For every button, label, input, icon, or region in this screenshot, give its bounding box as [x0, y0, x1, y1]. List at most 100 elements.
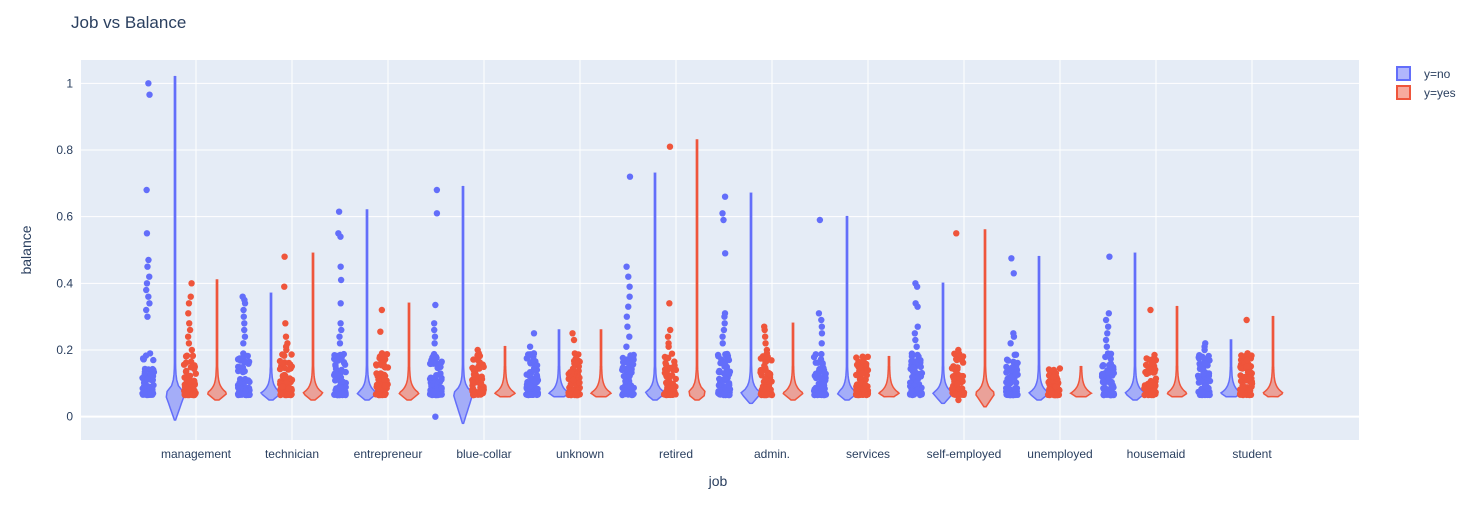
data-point	[821, 380, 827, 386]
data-point	[527, 392, 533, 398]
data-point	[469, 365, 475, 371]
outlier-point	[667, 327, 673, 333]
data-point	[952, 392, 958, 398]
x-tick-label: self-employed	[927, 447, 1002, 461]
data-point	[763, 392, 769, 398]
data-point	[431, 388, 437, 394]
chart-title: Job vs Balance	[71, 13, 186, 32]
data-point	[438, 376, 444, 382]
outlier-point	[954, 357, 960, 363]
points-yes	[1045, 365, 1063, 398]
outlier-point	[188, 280, 194, 286]
outlier-point	[1103, 337, 1109, 343]
data-point	[181, 362, 187, 368]
data-point	[1053, 384, 1059, 390]
outlier-point	[283, 347, 289, 353]
outlier-point	[431, 320, 437, 326]
data-point	[1202, 383, 1208, 389]
data-point	[376, 391, 382, 397]
x-tick-label: admin.	[754, 447, 790, 461]
outlier-point	[144, 230, 150, 236]
data-point	[191, 378, 197, 384]
data-point	[1099, 372, 1105, 378]
outlier-point	[818, 317, 824, 323]
outlier-point	[1105, 324, 1111, 330]
outlier-point	[1244, 357, 1250, 363]
outlier-point	[337, 234, 343, 240]
data-point	[1151, 389, 1157, 395]
outlier-point	[336, 209, 342, 215]
data-point	[954, 381, 960, 387]
outlier-point	[623, 344, 629, 350]
data-point	[279, 384, 285, 390]
outlier-point	[913, 344, 919, 350]
outlier-point	[1149, 360, 1155, 366]
data-point	[142, 369, 148, 375]
data-point	[241, 391, 247, 397]
outlier-point	[337, 340, 343, 346]
data-point	[1014, 360, 1020, 366]
data-point	[438, 386, 444, 392]
outlier-point	[143, 287, 149, 293]
outlier-point	[1008, 255, 1014, 261]
data-point	[242, 358, 248, 364]
data-point	[277, 392, 283, 398]
outlier-point	[762, 334, 768, 340]
outlier-point	[955, 397, 961, 403]
data-point	[1005, 391, 1011, 397]
outlier-point	[379, 307, 385, 313]
data-point	[147, 350, 153, 356]
outlier-point	[721, 314, 727, 320]
data-point	[284, 391, 290, 397]
data-point	[141, 356, 147, 362]
data-point	[1249, 380, 1255, 386]
data-point	[1200, 370, 1206, 376]
data-point	[1206, 353, 1212, 359]
outlier-point	[531, 330, 537, 336]
data-point	[620, 364, 626, 370]
data-point	[285, 366, 291, 372]
outlier-point	[531, 350, 537, 356]
outlier-point	[241, 314, 247, 320]
outlier-point	[337, 320, 343, 326]
legend-swatch[interactable]	[1397, 67, 1410, 80]
outlier-point	[337, 264, 343, 270]
outlier-point	[722, 194, 728, 200]
outlier-point	[819, 340, 825, 346]
data-point	[149, 386, 155, 392]
data-point	[715, 352, 721, 358]
data-point	[141, 383, 147, 389]
data-point	[1102, 354, 1108, 360]
data-point	[478, 380, 484, 386]
data-point	[854, 391, 860, 397]
outlier-point	[242, 334, 248, 340]
outlier-point	[721, 327, 727, 333]
data-point	[534, 386, 540, 392]
data-point	[471, 392, 477, 398]
outlier-point	[953, 230, 959, 236]
y-tick-label: 1	[66, 76, 73, 90]
data-point	[721, 370, 727, 376]
outlier-point	[432, 302, 438, 308]
outlier-point	[189, 347, 195, 353]
data-point	[631, 352, 637, 358]
outlier-point	[665, 344, 671, 350]
outlier-point	[914, 284, 920, 290]
data-point	[339, 378, 345, 384]
y-tick-label: 0.2	[56, 343, 73, 357]
y-tick-label: 0	[66, 410, 73, 424]
outlier-point	[1050, 374, 1056, 380]
legend-label[interactable]: y=no	[1424, 67, 1451, 81]
outlier-point	[819, 324, 825, 330]
outlier-point	[143, 307, 149, 313]
data-point	[574, 389, 580, 395]
legend-label[interactable]: y=yes	[1424, 86, 1456, 100]
data-point	[332, 377, 338, 383]
legend-swatch[interactable]	[1397, 86, 1410, 99]
outlier-point	[570, 377, 576, 383]
outlier-point	[721, 320, 727, 326]
outlier-point	[185, 334, 191, 340]
outlier-point	[1201, 347, 1207, 353]
outlier-point	[627, 174, 633, 180]
